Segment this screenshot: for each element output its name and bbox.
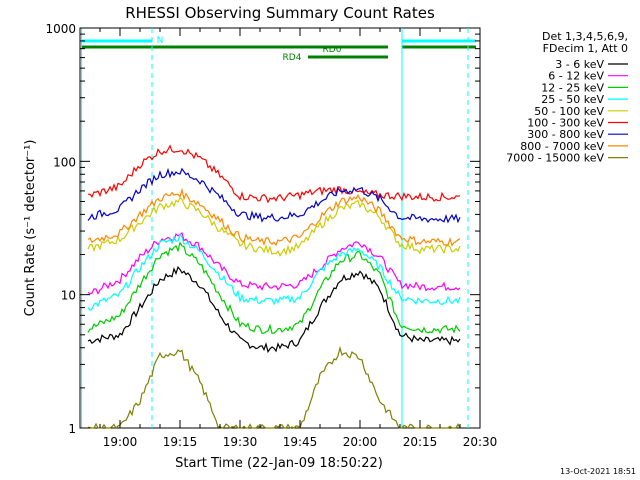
plot-area	[79, 27, 481, 429]
x-axis-label: Start Time (22-Jan-09 18:50:22)	[175, 456, 383, 471]
footer-timestamp: 13-Oct-2021 18:51	[560, 467, 636, 476]
series-line-6	[87, 167, 461, 224]
y-axis-label: Count Rate (s⁻¹ detector⁻¹)	[23, 140, 38, 317]
series-line-1	[87, 231, 461, 295]
flag-label-rd4: RD4	[283, 53, 302, 63]
series-line-5	[87, 144, 461, 204]
flag-bars: N RD0 RD4	[81, 36, 476, 63]
flag-label-rd0: RD0	[323, 45, 342, 55]
legend-label: 50 - 100 keV	[534, 105, 604, 118]
chart-title: RHESSI Observing Summary Count Rates	[125, 4, 435, 22]
y-tick-label: 10	[61, 289, 76, 303]
flag-label-night: N	[157, 36, 164, 46]
legend-label: 12 - 25 keV	[541, 81, 604, 94]
series-line-7	[87, 187, 461, 247]
series-line-4	[87, 196, 461, 257]
x-tick-label: 20:30	[463, 435, 498, 449]
legend-header-2: FDecim 1, Att 0	[543, 42, 628, 55]
y-tick-label: 1	[68, 422, 76, 436]
legend-label: 800 - 7000 keV	[520, 140, 604, 153]
x-tick-label: 19:00	[103, 435, 138, 449]
series-line-0	[87, 266, 461, 354]
y-tick-label: 1000	[45, 22, 76, 36]
series-line-2	[87, 241, 461, 334]
legend-header-1: Det 1,3,4,5,6,9,	[542, 30, 628, 43]
legend-label: 7000 - 15000 keV	[506, 152, 604, 165]
y-tick-label: 100	[53, 155, 76, 169]
series-line-8	[87, 345, 461, 430]
legend-label: 3 - 6 keV	[555, 58, 604, 71]
legend-label: 25 - 50 keV	[541, 93, 604, 106]
legend: Det 1,3,4,5,6,9, FDecim 1, Att 0 3 - 6 k…	[506, 30, 628, 165]
series-lines	[87, 144, 461, 430]
axes: 19:00 19:15 19:30 19:45 20:00 20:15 20:30 1 10 10…	[45, 22, 497, 449]
series-line-3	[87, 233, 461, 311]
x-tick-label: 20:00	[343, 435, 378, 449]
time-marker-lines	[81, 28, 469, 428]
legend-label: 100 - 300 keV	[527, 117, 604, 130]
legend-label: 6 - 12 keV	[548, 70, 604, 83]
x-tick-label: 19:45	[283, 435, 318, 449]
x-tick-label: 19:30	[223, 435, 258, 449]
x-tick-label: 19:15	[163, 435, 198, 449]
legend-label: 300 - 800 keV	[527, 128, 604, 141]
x-tick-label: 20:15	[403, 435, 438, 449]
